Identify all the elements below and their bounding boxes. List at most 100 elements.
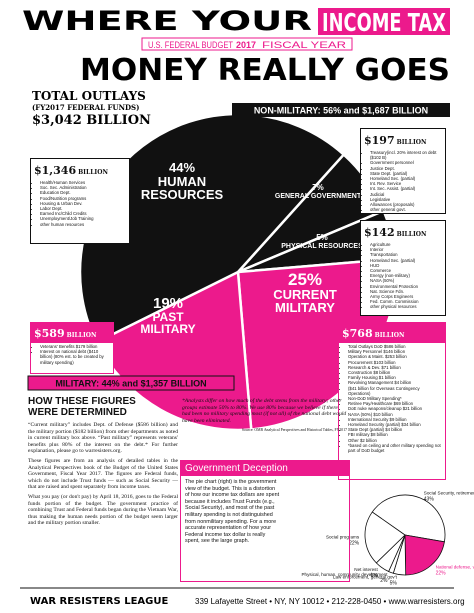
title-line2: MONEY REALLY GOES: [80, 53, 450, 88]
box-list: Health/Human ServicesSoc. Sec. Administr…: [34, 180, 126, 227]
pie-slice: [371, 494, 446, 543]
box-list: Total Outlays DoD $586 billionMilitary P…: [342, 344, 442, 453]
box-item: other physical resources: [370, 304, 442, 309]
small-slice-label: National defense, veterans, foreign affa…: [436, 564, 474, 569]
box-amount: $142: [364, 226, 395, 239]
small-slice-value: 43%: [424, 496, 435, 502]
box-item: Labor Dept.: [40, 206, 126, 211]
box-item: State Dept. (partial): [370, 171, 442, 176]
box-item: Allowances (proposals): [370, 202, 442, 207]
box-item: other general govt.: [370, 207, 442, 212]
slice-value: 7%: [312, 183, 324, 192]
box-item: Soc. Sec. Administration: [40, 185, 126, 190]
military-banner: [27, 375, 235, 391]
small-slice-value: 2%: [380, 578, 388, 584]
title-line1: WHERE YOUR: [22, 6, 312, 37]
slice-value: 44%: [169, 160, 195, 175]
small-slice-label: Physical, human, community development: [301, 572, 388, 577]
box-item: Interest on national debt ($410 billion)…: [40, 349, 110, 365]
box-list: Veterans' Benefits $179 billionInterest …: [34, 344, 110, 365]
title-highlight: INCOME TAX: [322, 8, 446, 37]
box-heading: $1,346 BILLION: [34, 161, 126, 179]
box-item: Research & Dev. $71 billion: [348, 365, 442, 370]
box-item: Earned Inc/Child Credits: [40, 211, 126, 216]
box-item: Fed. Comm. Commission: [370, 299, 442, 304]
box-item: Commerce: [370, 268, 442, 273]
box-item: NASA (50%): [370, 278, 442, 283]
box-list: AgricultureInteriorTransportationHomelan…: [364, 242, 442, 310]
non-military-banner: [232, 103, 450, 117]
box-item: Total Outlays DoD $586 billion: [348, 344, 442, 349]
slice-value: 19%: [153, 295, 183, 312]
slice-label: PHYSICAL RESOURCES: [281, 243, 363, 250]
box-item: Food/Nutrition programs: [40, 196, 126, 201]
slice-label: CURRENT MILITARY: [273, 287, 337, 315]
box-item: Transportation: [370, 252, 442, 257]
small-slice-label: Social programs: [326, 535, 360, 540]
box-item: Military Personnel $146 billion: [348, 349, 442, 354]
info-box: $1,346BILLIONHealth/Human ServicesSoc. S…: [30, 158, 130, 244]
box-heading: $768 BILLION: [339, 323, 445, 343]
footer-address: 339 Lafayette Street • NY, NY 10012 • 21…: [195, 597, 465, 606]
box-list: Treasury(incl. 20% interest on debt ($10…: [364, 150, 442, 212]
box-item: other human resources: [40, 222, 126, 227]
box-item: Procurement $103 billion: [348, 360, 442, 365]
note-text: *Analysts differ on how much of the debt…: [182, 398, 347, 424]
box-item: International Security $9 billion: [348, 417, 442, 422]
box-unit: BILLION: [374, 332, 405, 339]
slice-value: 5%: [316, 233, 328, 242]
info-box: $589BILLIONVeterans' Benefits $179 billi…: [30, 322, 114, 374]
box-heading: $142 BILLION: [364, 223, 442, 241]
small-slice-value: 5%: [390, 581, 398, 587]
box-item: Government personnel: [370, 160, 442, 165]
small-slice-label: Net interest: [354, 567, 378, 572]
box-item: Family Housing $1 billion: [348, 375, 442, 380]
note-source: Source: OMB Analytical Perspectives and …: [241, 428, 347, 433]
box-unit: BILLION: [78, 169, 108, 176]
box-amount: $197: [364, 134, 395, 147]
box-item: Other $2 billion: [348, 438, 442, 443]
info-box: $768BILLIONTotal Outlays DoD $586 billio…: [338, 322, 446, 480]
note: *Analysts differ on how much of the debt…: [182, 398, 347, 433]
box-item: Homeland Sec. (partial): [370, 258, 442, 263]
box-unit: BILLION: [396, 231, 427, 238]
box-item: Education Dept.: [40, 190, 126, 195]
box-unit: BILLION: [396, 139, 427, 146]
subtitle: FISCAL YEAR: [262, 40, 347, 50]
box-item: HUD: [370, 263, 442, 268]
deception-heading: Government Deception: [181, 461, 349, 476]
box-item: Legislative: [370, 197, 442, 202]
box-item: Interior: [370, 247, 442, 252]
how-heading: HOW THESE FIGURES WERE DETERMINED: [28, 396, 136, 418]
how-text: “Current military” includes Dept. of Def…: [28, 422, 178, 527]
box-amount: $1,346: [34, 164, 77, 177]
subtitle: U.S. FEDERAL BUDGET: [148, 40, 233, 50]
box-item: Energy (non-military): [370, 273, 442, 278]
box-item: Retiree Pay/Healthcare $69 billion: [348, 401, 442, 406]
small-slice-value: 22%: [349, 541, 360, 547]
box-item: Agriculture: [370, 242, 442, 247]
box-item: Homeland Sec. (partial): [370, 176, 442, 181]
small-slice-value: 22%: [436, 570, 447, 576]
total-subheading: (FY2017 FEDERAL FUNDS): [32, 103, 139, 112]
box-item: *based on ceiling and other military spe…: [348, 443, 442, 453]
pie-slice: [78, 112, 346, 344]
how-paragraph: What you pay (or don't pay) by April 18,…: [28, 493, 178, 527]
non-military-text: NON-MILITARY: 56% and $1,687 BILLION: [254, 106, 428, 116]
box-item: DoE nuke weapons/cleanup $21 billion: [348, 406, 442, 411]
box-item: Health/Human Services: [40, 180, 126, 185]
box-item: Non-DoD Military Spending*: [348, 396, 442, 401]
slice-label: PAST MILITARY: [140, 310, 195, 336]
how-paragraph: These figures are from an analysis of de…: [28, 457, 178, 491]
small-pie: Social Security, retirement, Medicare43%…: [301, 490, 474, 586]
deception-text: The pie chart (right) is the government …: [185, 479, 280, 545]
small-slice-label: Social Security, retirement, Medicare: [424, 490, 474, 495]
box-unit: BILLION: [66, 332, 97, 339]
box-item: Housing & Urban Dev.: [40, 201, 126, 206]
box-item: Homeland Security (partial) $34 billion: [348, 422, 442, 427]
how-paragraph: “Current military” includes Dept. of Def…: [28, 422, 178, 455]
subtitle-year: 2017: [236, 40, 256, 50]
